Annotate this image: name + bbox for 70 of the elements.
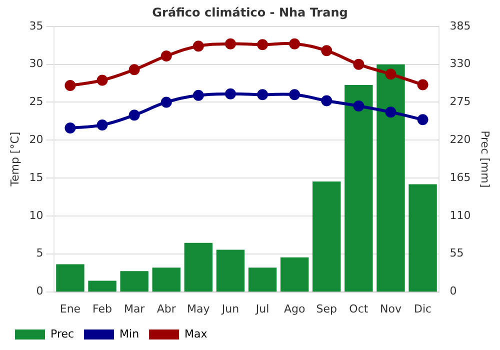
bar — [120, 271, 148, 292]
y2-tick-label: 275 — [450, 95, 471, 108]
y-axis-title: Temp [°C] — [8, 132, 22, 188]
x-tick-label: Nov — [380, 302, 402, 316]
point — [417, 79, 428, 90]
y2-tick-label: 330 — [450, 57, 471, 70]
point — [64, 122, 76, 134]
point — [257, 89, 268, 100]
y-tick-label: 30 — [29, 57, 44, 70]
legend-label: Min — [120, 327, 140, 340]
legend-label: Max — [184, 327, 208, 340]
point — [128, 64, 140, 76]
point — [385, 106, 396, 118]
y-tick-label: 35 — [29, 19, 44, 32]
bar — [88, 280, 116, 292]
bar — [152, 268, 180, 292]
point — [192, 90, 204, 101]
point — [128, 110, 140, 121]
point — [353, 58, 364, 70]
y-tick-label: 20 — [29, 133, 44, 146]
y2-tick-label: 55 — [450, 246, 464, 260]
point — [385, 68, 396, 80]
y2-tick-label: 0 — [450, 284, 457, 298]
point — [160, 96, 172, 108]
y2-tick-label: 385 — [450, 19, 471, 32]
y-tick-label: 10 — [29, 208, 44, 222]
x-tick-label: Sep — [316, 302, 338, 316]
y-tick-label: 5 — [36, 246, 44, 260]
x-tick-label: Oct — [349, 302, 369, 316]
bar — [376, 64, 405, 292]
point — [257, 39, 268, 50]
y2-tick-label: 165 — [450, 170, 471, 184]
bar — [312, 182, 341, 292]
point — [160, 50, 172, 62]
bar — [184, 242, 213, 292]
x-tick-label: Feb — [92, 302, 112, 316]
point — [321, 95, 332, 106]
point — [192, 40, 204, 52]
bar — [344, 84, 373, 292]
point — [96, 119, 108, 130]
y2-tick-label: 220 — [450, 133, 471, 146]
point — [96, 74, 108, 86]
point — [417, 114, 428, 126]
bar — [216, 250, 245, 292]
x-tick-label: Jul — [254, 302, 270, 316]
bar — [56, 264, 84, 292]
bar — [280, 257, 309, 292]
bar — [408, 184, 437, 292]
point — [224, 88, 236, 100]
x-tick-label: Ene — [60, 302, 81, 316]
y-tick-label: 15 — [29, 170, 44, 184]
point — [353, 100, 364, 112]
y2-tick-label: 110 — [450, 208, 471, 222]
point — [321, 45, 332, 56]
point — [289, 89, 300, 100]
point — [64, 80, 76, 92]
y-tick-label: 25 — [29, 95, 44, 108]
x-tick-label: Dic — [414, 302, 432, 316]
x-tick-label: Jun — [220, 302, 240, 316]
y2-axis-title: Prec [mm] — [478, 130, 492, 188]
x-tick-label: Mar — [124, 302, 146, 316]
point — [289, 38, 300, 50]
x-tick-label: Ago — [284, 302, 306, 316]
x-tick-label: Abr — [156, 302, 176, 316]
x-tick-label: May — [187, 302, 210, 316]
chart-title: Gráfico climático - Nha Trang — [152, 5, 348, 20]
y-tick-label: 0 — [36, 284, 44, 298]
bar — [248, 268, 277, 292]
point — [224, 38, 236, 50]
legend-label: Prec — [50, 327, 74, 340]
